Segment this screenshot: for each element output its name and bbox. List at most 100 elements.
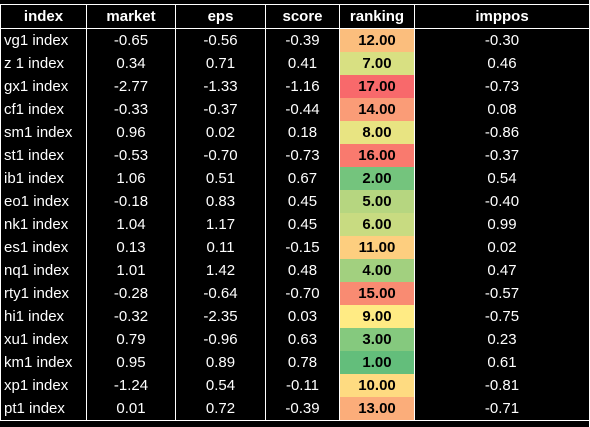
cell-market[interactable]: -0.53 bbox=[86, 144, 176, 167]
cell-eps[interactable]: 0.54 bbox=[175, 374, 266, 397]
cell-imppos[interactable]: 0.54 bbox=[414, 167, 590, 190]
cell-index[interactable]: es1 index bbox=[0, 236, 87, 259]
cell-market[interactable]: 0.95 bbox=[86, 351, 176, 374]
cell-eps[interactable]: 0.83 bbox=[175, 190, 266, 213]
cell-imppos[interactable]: 0.61 bbox=[414, 351, 590, 374]
cell-eps[interactable]: 0.89 bbox=[175, 351, 266, 374]
cell-index[interactable]: eo1 index bbox=[0, 190, 87, 213]
cell-index[interactable]: vg1 index bbox=[0, 28, 87, 52]
cell-index[interactable]: nq1 index bbox=[0, 259, 87, 282]
cell-index[interactable]: st1 index bbox=[0, 144, 87, 167]
cell-score[interactable]: -0.44 bbox=[265, 98, 340, 121]
cell-index[interactable]: sm1 index bbox=[0, 121, 87, 144]
cell-ranking[interactable]: 14.00 bbox=[339, 98, 415, 121]
cell-imppos[interactable]: -0.30 bbox=[414, 28, 590, 52]
cell-index[interactable]: km1 index bbox=[0, 351, 87, 374]
cell-market[interactable]: 1.01 bbox=[86, 259, 176, 282]
cell-score[interactable]: -0.39 bbox=[265, 28, 340, 52]
cell-market[interactable]: -0.65 bbox=[86, 28, 176, 52]
cell-index[interactable]: hi1 index bbox=[0, 305, 87, 328]
cell-ranking[interactable]: 16.00 bbox=[339, 144, 415, 167]
cell-ranking[interactable]: 3.00 bbox=[339, 328, 415, 351]
cell-ranking[interactable]: 12.00 bbox=[339, 28, 415, 52]
cell-eps[interactable]: -0.37 bbox=[175, 98, 266, 121]
cell-score[interactable]: -1.16 bbox=[265, 75, 340, 98]
cell-score[interactable]: 0.41 bbox=[265, 52, 340, 75]
cell-market[interactable]: -2.77 bbox=[86, 75, 176, 98]
cell-ranking[interactable]: 9.00 bbox=[339, 305, 415, 328]
header-score[interactable]: score bbox=[265, 4, 340, 29]
cell-score[interactable]: 0.63 bbox=[265, 328, 340, 351]
cell-imppos[interactable]: -0.57 bbox=[414, 282, 590, 305]
cell-imppos[interactable]: -0.40 bbox=[414, 190, 590, 213]
cell-ranking[interactable]: 7.00 bbox=[339, 52, 415, 75]
cell-index[interactable]: rty1 index bbox=[0, 282, 87, 305]
cell-eps[interactable]: -1.33 bbox=[175, 75, 266, 98]
cell-imppos[interactable]: -0.86 bbox=[414, 121, 590, 144]
cell-eps[interactable]: -0.70 bbox=[175, 144, 266, 167]
cell-score[interactable]: 0.48 bbox=[265, 259, 340, 282]
cell-market[interactable]: -1.24 bbox=[86, 374, 176, 397]
cell-index[interactable]: nk1 index bbox=[0, 213, 87, 236]
cell-eps[interactable]: 0.72 bbox=[175, 397, 266, 421]
cell-eps[interactable]: 0.71 bbox=[175, 52, 266, 75]
cell-market[interactable]: -0.18 bbox=[86, 190, 176, 213]
cell-eps[interactable]: 0.51 bbox=[175, 167, 266, 190]
cell-imppos[interactable]: -0.81 bbox=[414, 374, 590, 397]
header-ranking[interactable]: ranking bbox=[339, 4, 415, 29]
cell-imppos[interactable]: 0.23 bbox=[414, 328, 590, 351]
cell-index[interactable]: gx1 index bbox=[0, 75, 87, 98]
cell-ranking[interactable]: 5.00 bbox=[339, 190, 415, 213]
cell-imppos[interactable]: 0.99 bbox=[414, 213, 590, 236]
cell-score[interactable]: 0.03 bbox=[265, 305, 340, 328]
cell-imppos[interactable]: 0.08 bbox=[414, 98, 590, 121]
header-market[interactable]: market bbox=[86, 4, 176, 29]
cell-imppos[interactable]: 0.02 bbox=[414, 236, 590, 259]
cell-eps[interactable]: 1.17 bbox=[175, 213, 266, 236]
cell-score[interactable]: 0.78 bbox=[265, 351, 340, 374]
cell-market[interactable]: 0.79 bbox=[86, 328, 176, 351]
cell-score[interactable]: -0.73 bbox=[265, 144, 340, 167]
cell-eps[interactable]: 0.02 bbox=[175, 121, 266, 144]
cell-ranking[interactable]: 17.00 bbox=[339, 75, 415, 98]
cell-index[interactable]: cf1 index bbox=[0, 98, 87, 121]
cell-market[interactable]: 0.34 bbox=[86, 52, 176, 75]
cell-market[interactable]: 0.01 bbox=[86, 397, 176, 421]
cell-eps[interactable]: -0.64 bbox=[175, 282, 266, 305]
cell-imppos[interactable]: 0.46 bbox=[414, 52, 590, 75]
cell-score[interactable]: -0.70 bbox=[265, 282, 340, 305]
cell-index[interactable]: z 1 index bbox=[0, 52, 87, 75]
cell-ranking[interactable]: 1.00 bbox=[339, 351, 415, 374]
cell-ranking[interactable]: 2.00 bbox=[339, 167, 415, 190]
cell-ranking[interactable]: 11.00 bbox=[339, 236, 415, 259]
cell-index[interactable]: xu1 index bbox=[0, 328, 87, 351]
cell-market[interactable]: -0.32 bbox=[86, 305, 176, 328]
cell-score[interactable]: -0.39 bbox=[265, 397, 340, 421]
header-index[interactable]: index bbox=[0, 4, 87, 29]
cell-ranking[interactable]: 15.00 bbox=[339, 282, 415, 305]
cell-market[interactable]: 0.13 bbox=[86, 236, 176, 259]
cell-score[interactable]: -0.15 bbox=[265, 236, 340, 259]
cell-imppos[interactable]: 0.47 bbox=[414, 259, 590, 282]
cell-eps[interactable]: -0.96 bbox=[175, 328, 266, 351]
cell-score[interactable]: 0.67 bbox=[265, 167, 340, 190]
cell-eps[interactable]: -2.35 bbox=[175, 305, 266, 328]
cell-score[interactable]: 0.45 bbox=[265, 213, 340, 236]
cell-score[interactable]: 0.18 bbox=[265, 121, 340, 144]
cell-market[interactable]: 1.04 bbox=[86, 213, 176, 236]
cell-ranking[interactable]: 10.00 bbox=[339, 374, 415, 397]
cell-eps[interactable]: 1.42 bbox=[175, 259, 266, 282]
header-imppos[interactable]: imppos bbox=[414, 4, 590, 29]
cell-imppos[interactable]: -0.37 bbox=[414, 144, 590, 167]
cell-ranking[interactable]: 8.00 bbox=[339, 121, 415, 144]
cell-index[interactable]: ib1 index bbox=[0, 167, 87, 190]
cell-imppos[interactable]: -0.75 bbox=[414, 305, 590, 328]
cell-market[interactable]: 0.96 bbox=[86, 121, 176, 144]
cell-imppos[interactable]: -0.73 bbox=[414, 75, 590, 98]
cell-market[interactable]: -0.33 bbox=[86, 98, 176, 121]
header-eps[interactable]: eps bbox=[175, 4, 266, 29]
cell-ranking[interactable]: 13.00 bbox=[339, 397, 415, 421]
cell-score[interactable]: 0.45 bbox=[265, 190, 340, 213]
cell-index[interactable]: xp1 index bbox=[0, 374, 87, 397]
cell-eps[interactable]: -0.56 bbox=[175, 28, 266, 52]
